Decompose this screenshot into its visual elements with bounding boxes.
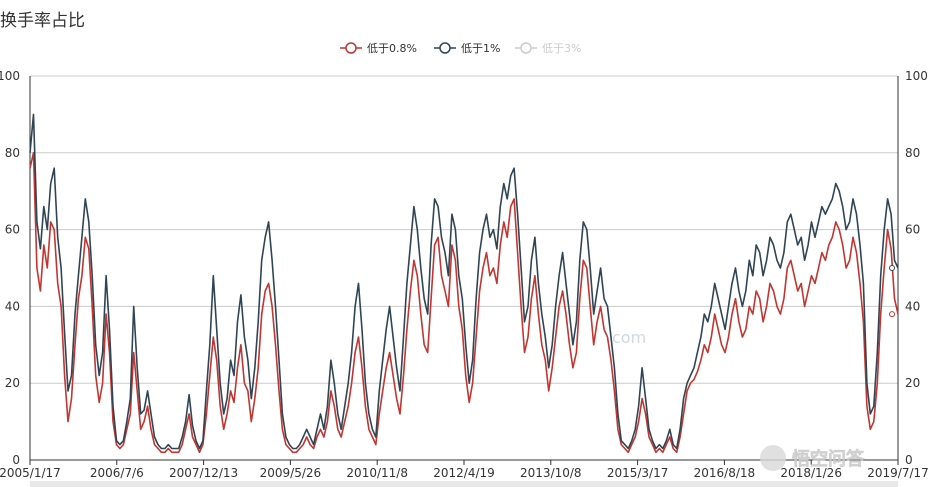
y-tick-label-left: 100 — [0, 69, 20, 83]
chart-title: 换手率占比 — [0, 11, 85, 31]
legend-label: 低于1% — [461, 42, 500, 55]
y-tick-label-right: 40 — [905, 299, 920, 313]
series-layer — [29, 113, 899, 454]
x-tick-label: 2013/10/8 — [520, 466, 582, 480]
y-tick-label-right: 100 — [905, 69, 928, 83]
legend-item-1[interactable]: 低于1% — [434, 42, 500, 55]
brand-logo-icon — [760, 445, 786, 471]
x-tick-label: 2016/8/18 — [694, 466, 756, 480]
y-tick-label-right: 0 — [905, 453, 913, 467]
data-zoom-slider[interactable] — [30, 481, 898, 487]
series-end-marker — [889, 265, 895, 271]
legend[interactable]: 低于0.8% 低于1% 低于3% — [340, 42, 581, 55]
y-tick-label-left: 20 — [5, 376, 20, 390]
x-tick-label: 2018/1/26 — [780, 466, 842, 480]
legend-label: 低于0.8% — [367, 42, 417, 55]
y-tick-label-right: 60 — [905, 223, 920, 237]
legend-marker-icon — [439, 42, 451, 54]
legend-marker-icon — [345, 42, 357, 54]
x-tick-label: 2007/12/13 — [169, 466, 238, 480]
x-tick-label: 2005/1/17 — [0, 466, 61, 480]
x-tick-label: 2019/7/17 — [867, 466, 929, 480]
legend-item-2[interactable]: 低于3% — [515, 42, 581, 55]
axis-layer: 0 0 20 20 40 40 60 60 80 80 100 100 2005/1/17 2006/7/… — [0, 69, 929, 480]
x-tick-label: 2010/11/8 — [346, 466, 408, 480]
x-tick-label: 2015/3/17 — [607, 466, 669, 480]
y-tick-label-right: 80 — [905, 146, 920, 160]
series-end-marker — [889, 311, 895, 318]
watermark-text: com — [612, 328, 646, 347]
y-tick-label-left: 60 — [5, 223, 20, 237]
y-tick-label-left: 0 — [12, 453, 20, 467]
y-tick-label-left: 40 — [5, 299, 20, 313]
x-tick-label: 2009/5/26 — [260, 466, 322, 480]
series-line-0 — [29, 152, 899, 454]
y-tick-label-left: 80 — [5, 146, 20, 160]
y-tick-label-right: 20 — [905, 376, 920, 390]
brand-watermark: 悟空问答 — [760, 445, 865, 471]
legend-item-0[interactable]: 低于0.8% — [340, 42, 417, 55]
legend-label: 低于3% — [542, 42, 581, 55]
x-tick-label: 2006/7/6 — [90, 466, 144, 480]
brand-watermark-text: 悟空问答 — [792, 448, 865, 470]
grid-layer — [30, 75, 898, 461]
x-tick-label: 2012/4/19 — [433, 466, 495, 480]
legend-marker-icon — [520, 42, 532, 54]
series-line-1 — [29, 113, 899, 450]
